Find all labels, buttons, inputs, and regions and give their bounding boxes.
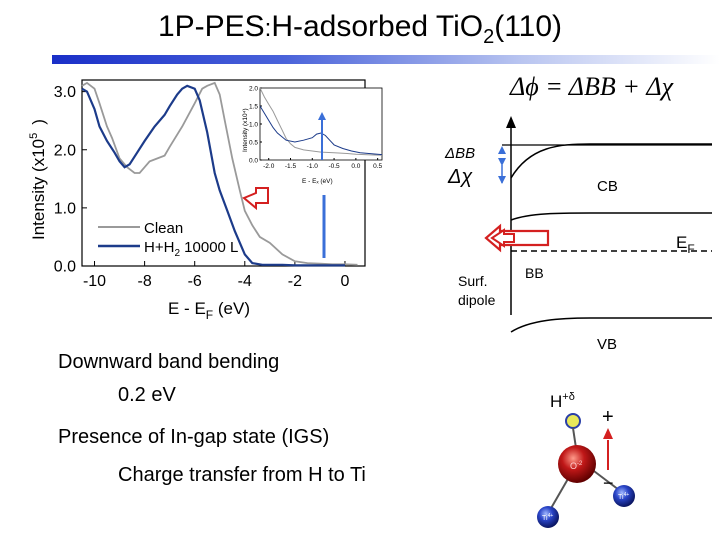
- y-tick-label: 1.5: [249, 103, 258, 110]
- x-tick-label: -6: [188, 273, 202, 290]
- note-charge-transfer: Charge transfer from H to Ti: [118, 464, 366, 486]
- bb-label: BB: [525, 265, 544, 281]
- delta-chi-arrow-icon: [498, 176, 506, 184]
- x-tick-label: -1.0: [307, 163, 319, 170]
- y-tick-label: 3.0: [54, 84, 76, 101]
- title-rest: H-adsorbed TiO: [271, 10, 484, 43]
- ti-atom-right-icon: [613, 485, 635, 507]
- series-line-clean: [81, 81, 358, 266]
- main-x-tick-group: -10 -8 -6 -4 -2 0: [83, 261, 350, 290]
- bond-h-o: [572, 427, 577, 449]
- title-accent-bar: [52, 55, 720, 64]
- h-label: H+δ: [550, 391, 575, 411]
- main-y-axis-label: Intensity (x105): [28, 119, 48, 240]
- main-x-axis-label: E - EF (eV): [168, 299, 250, 322]
- inset-x-tick-group: -2.0 -1.5 -1.0 -0.5 0.0 0.5: [263, 158, 383, 170]
- y-tick-label: 2.0: [54, 142, 76, 159]
- inset-series-group: [259, 87, 383, 156]
- charge-up-arrow-icon: [603, 428, 613, 439]
- x-tick-label: -2: [288, 273, 302, 290]
- delta-bb-label: ΔBB: [444, 145, 475, 162]
- axis-arrow-icon: [506, 116, 516, 128]
- x-tick-label: -1.5: [285, 163, 297, 170]
- ti-atom-left-label: Ti4+: [542, 513, 553, 522]
- series-line-h2: [259, 105, 383, 156]
- series-line-h2: [81, 84, 345, 267]
- vb-band: [510, 317, 712, 333]
- x-tick-label: 0.0: [351, 163, 360, 170]
- o-atom-icon: [558, 445, 596, 483]
- cb-band: [510, 143, 712, 179]
- delta-chi-label: Δχ: [447, 166, 473, 188]
- note-band-bending-value: 0.2 eV: [118, 384, 176, 406]
- y-tick-label: 2.0: [249, 85, 258, 92]
- plus-sign: +: [602, 406, 614, 428]
- x-tick-label: 0.5: [373, 163, 382, 170]
- title-separator: :: [264, 15, 272, 42]
- x-tick-label: -8: [137, 273, 151, 290]
- y-tick-label: 0.5: [249, 139, 258, 146]
- legend-h2-label: H+H2 10000 L: [144, 239, 238, 259]
- y-tick-label: 0.0: [54, 259, 76, 276]
- band-diagram: ΔBB Δχ CB EF VB BB Surf. dipole H+δ O-2 …: [444, 116, 712, 528]
- main-series-group: [81, 81, 358, 267]
- main-legend: Clean H+H2 10000 L: [98, 220, 238, 259]
- legend-clean-label: Clean: [144, 220, 183, 237]
- ef-shift-arrow-small-icon: [490, 228, 515, 248]
- x-tick-label: 0: [341, 273, 350, 290]
- note-igs: Presence of In-gap state (IGS): [58, 426, 330, 448]
- x-tick-label: -4: [238, 273, 252, 290]
- y-tick-label: 0.0: [249, 157, 258, 164]
- inset-y-axis-label: Intensity (x10⁴): [242, 108, 249, 152]
- inset-up-arrow-icon: [318, 112, 326, 120]
- minus-sign: −: [603, 473, 614, 493]
- note-band-bending: Downward band bending: [58, 351, 280, 373]
- cb-label: CB: [597, 178, 618, 195]
- x-tick-label: -0.5: [328, 163, 340, 170]
- h-atom-icon: [565, 413, 581, 429]
- main-y-tick-group: 0.0 1.0 2.0 3.0: [54, 84, 87, 276]
- ti-atom-right-label: Ti4+: [618, 492, 629, 501]
- page-title: 1P-PES:H-adsorbed TiO2(110): [0, 10, 720, 49]
- title-tail: (110): [494, 10, 563, 43]
- o-atom-label: O-2: [570, 461, 583, 471]
- y-tick-label: 1.0: [54, 200, 76, 217]
- inset-y-tick-group: 0.0 0.5 1.0 1.5 2.0: [249, 85, 262, 164]
- shift-arrow-left-icon: [242, 187, 269, 211]
- y-tick-label: 1.0: [249, 121, 258, 128]
- series-line-clean: [259, 87, 383, 156]
- vb-label: VB: [597, 336, 617, 353]
- surf-label: Surf.: [458, 273, 488, 289]
- delta-bb-arrow-icon: [498, 146, 506, 154]
- ef-label: EF: [676, 233, 695, 256]
- cb-bottom-band: [510, 212, 712, 221]
- x-tick-label: -2.0: [263, 163, 275, 170]
- inset-x-axis-label: E - Eₓ (eV): [302, 178, 333, 185]
- x-tick-label: -10: [83, 273, 106, 290]
- dipole-label: dipole: [458, 292, 496, 308]
- inset-chart: 0.0 0.5 1.0 1.5 2.0 -2.0 -1.5 -1.0 -0.5 0.0 0.5 I…: [242, 85, 383, 185]
- title-subscript: 2: [483, 26, 495, 48]
- equation: Δϕ = ΔBB + Δχ: [510, 72, 674, 101]
- ti-atom-left-icon: [537, 506, 559, 528]
- delta-bb-arrow-down-icon: [498, 158, 506, 166]
- title-main: 1P-PES: [157, 10, 265, 43]
